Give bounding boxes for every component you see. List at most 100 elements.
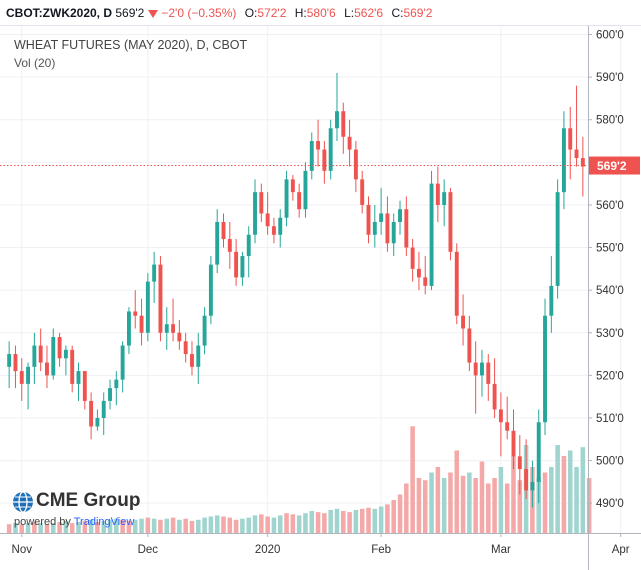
volume-bar [359,508,365,533]
candle-body [259,192,264,214]
down-arrow-icon [148,10,159,18]
y-tick-label: 550'0 [596,243,624,255]
volume-bar [126,520,132,533]
candle-body [461,315,466,329]
candle-body [335,111,339,129]
candle-body [385,213,390,244]
candle-body [486,362,491,384]
volume-bar [391,500,396,533]
price-chart[interactable]: 490'0 500'0 510'0 520'0 530'0 540'0 550'0 560'0… [0,26,641,570]
volume-bar [246,517,251,533]
powered-prefix: powered by [14,516,71,528]
volume-bar [227,517,233,533]
volume-bar [57,522,62,533]
volume-bar [202,517,207,533]
candle-body [126,311,131,346]
candle-body [7,354,12,367]
volume-bar [372,508,378,533]
cme-globe-icon [13,491,33,513]
close-label: C: [391,6,404,20]
volume-bar [221,516,226,533]
candle-body [448,192,453,252]
candle-body [13,354,18,372]
volume-bar [6,524,12,533]
candle-body [57,337,62,359]
candle-body [95,417,100,427]
volume-bar [429,472,434,533]
volume-bar [44,524,50,533]
powered-by[interactable]: powered by TradingView [14,516,134,528]
last-price: 569'2 [115,6,145,20]
volume-bar [277,515,283,533]
candle-body [190,354,194,367]
candle-body [19,371,24,384]
candle-body [473,362,478,376]
volume-bar [233,519,239,533]
volume-bar [259,514,264,533]
candle-body [322,149,327,171]
candle-body [177,332,182,342]
x-tick-label: Feb [371,544,391,556]
candle-body [574,149,579,159]
volume-bar [385,504,390,533]
candle-body [240,256,245,278]
candle-body [454,251,459,316]
volume-bar [88,519,94,533]
y-tick-label: 580'0 [596,115,624,127]
volume-bar [580,447,586,533]
candle-body [51,337,56,376]
y-tick-label: 520'0 [596,370,624,382]
candle-body [297,192,302,210]
candle-body [517,456,522,470]
volume-bar [561,456,567,533]
volume-bar [296,515,302,533]
candle-body [183,341,188,355]
volume-bar [95,522,100,533]
candle-body [76,371,81,384]
volume-bar [107,519,113,533]
x-tick-label: Apr [612,544,630,556]
candle-body [505,422,510,431]
last-price-tag [589,156,640,175]
candle-body [467,328,472,363]
volume-bar [139,518,144,533]
volume-bar [397,494,403,533]
cme-logo-text: CME Group [36,490,141,511]
candle-body [555,192,560,286]
candle-body [498,409,503,423]
volume-bar [271,517,277,533]
candle-body [246,234,251,257]
candle-body [353,149,358,180]
volume-bar [448,472,453,533]
candle-body [38,345,43,363]
volume-bar [322,513,327,533]
candle-body [32,345,37,367]
volume-bar [536,478,541,533]
volume-bar [542,472,548,533]
candle-body [101,400,106,418]
x-tick-label: Nov [12,544,33,556]
volume-bar [158,519,163,533]
volume-bar [353,509,359,533]
candle-body [341,111,346,137]
chart-title: WHEAT FUTURES (MAY 2020), D, CBOT [14,38,248,52]
candle-body [284,179,289,218]
y-tick-label: 540'0 [596,285,624,297]
candle-body [63,349,68,359]
volume-bar [479,461,485,533]
candle-body [145,281,150,333]
volume-bar [404,483,409,533]
candle-body [404,209,409,248]
volume-bar [114,518,119,533]
volume-bar [177,519,182,533]
candle-body [108,388,112,401]
volume-bar [473,478,478,533]
volume-bar [284,513,289,533]
volume-bar [454,450,460,533]
volume-bar [25,523,31,533]
candle-body [253,192,257,235]
volume-bar [101,520,106,533]
tradingview-brand: TradingView [73,516,135,528]
volume-bar [13,523,18,533]
y-tick-label: 560'0 [596,200,624,212]
